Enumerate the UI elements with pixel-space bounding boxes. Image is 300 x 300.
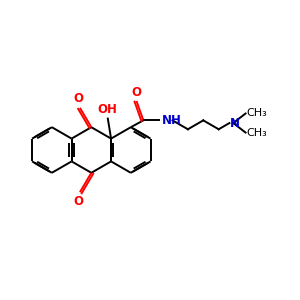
- Text: CH₃: CH₃: [247, 108, 268, 118]
- Text: N: N: [230, 116, 240, 130]
- Text: CH₃: CH₃: [247, 128, 268, 138]
- Text: O: O: [131, 86, 141, 99]
- Text: NH: NH: [161, 114, 181, 127]
- Text: O: O: [74, 195, 83, 208]
- Text: O: O: [74, 92, 83, 105]
- Text: OH: OH: [98, 103, 118, 116]
